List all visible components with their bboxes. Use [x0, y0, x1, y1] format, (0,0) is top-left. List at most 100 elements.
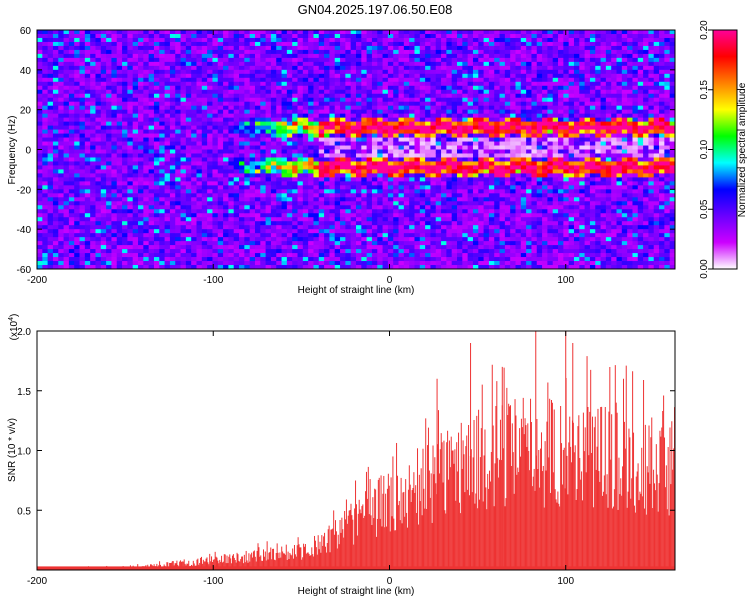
heatmap-cell	[127, 53, 134, 59]
heatmap-cell	[382, 229, 389, 234]
heatmap-cell	[334, 265, 341, 269]
heatmap-cell	[175, 217, 181, 222]
heatmap-cell	[79, 141, 86, 146]
heatmap-cell	[260, 77, 267, 83]
heatmap-cell	[334, 113, 341, 119]
heatmap-cell	[292, 157, 298, 162]
heatmap-cell	[233, 185, 240, 190]
heatmap-cell	[180, 53, 187, 59]
heatmap-cell	[462, 177, 469, 182]
heatmap-cell	[356, 109, 362, 115]
heatmap-cell	[345, 221, 352, 226]
heatmap-cell	[143, 157, 150, 162]
heatmap-cell	[207, 257, 213, 262]
heatmap-cell	[478, 33, 484, 39]
heatmap-cell	[451, 237, 458, 242]
heatmap-cell	[329, 133, 336, 138]
heatmap-cell	[249, 229, 256, 234]
heatmap-cell	[387, 249, 394, 254]
heatmap-cell	[345, 245, 352, 250]
heatmap-cell	[430, 133, 437, 138]
heatmap-cell	[334, 117, 341, 123]
heatmap-cell	[207, 129, 213, 134]
heatmap-cell	[382, 161, 389, 166]
heatmap-cell	[329, 65, 336, 71]
heatmap-cell	[201, 41, 208, 47]
heatmap-cell	[239, 245, 245, 250]
heatmap-cell	[425, 73, 431, 79]
heatmap-cell	[127, 229, 134, 234]
heatmap-cell	[223, 201, 229, 206]
heatmap-cell	[79, 257, 86, 262]
heatmap-cell	[143, 109, 150, 115]
heatmap-cell	[191, 165, 197, 170]
heatmap-cell	[318, 233, 325, 238]
heatmap-cell	[68, 69, 75, 75]
heatmap-cell	[292, 261, 298, 266]
heatmap-cell	[398, 217, 405, 222]
heatmap-cell	[419, 245, 426, 250]
heatmap-cell	[398, 30, 405, 35]
heatmap-cell	[207, 121, 213, 126]
heatmap-cell	[159, 225, 165, 230]
heatmap-cell	[47, 249, 54, 254]
heatmap-cell	[467, 253, 474, 258]
heatmap-cell	[371, 249, 378, 254]
heatmap-cell	[313, 181, 320, 186]
heatmap-cell	[329, 197, 336, 202]
heatmap-cell	[249, 121, 256, 126]
heatmap-cell	[37, 257, 43, 262]
heatmap-cell	[297, 133, 304, 138]
heatmap-cell	[164, 213, 171, 218]
heatmap-cell	[42, 229, 49, 234]
heatmap-cell	[233, 81, 240, 87]
heatmap-cell	[164, 117, 171, 123]
heatmap-cell	[334, 217, 341, 222]
heatmap-cell	[132, 53, 139, 59]
heatmap-cell	[175, 209, 181, 214]
heatmap-cell	[143, 145, 150, 150]
heatmap-cell	[472, 73, 479, 79]
heatmap-cell	[239, 221, 245, 226]
heatmap-cell	[244, 133, 251, 138]
heatmap-cell	[185, 77, 192, 83]
heatmap-cell	[371, 261, 378, 266]
heatmap-cell	[366, 237, 373, 242]
heatmap-cell	[403, 73, 410, 79]
heatmap-cell	[244, 161, 251, 166]
heatmap-cell	[377, 225, 383, 230]
heatmap-cell	[169, 89, 176, 95]
heatmap-cell	[185, 89, 192, 95]
heatmap-cell	[100, 61, 107, 67]
heatmap-cell	[153, 165, 160, 170]
heatmap-cell	[409, 153, 415, 158]
heatmap-cell	[276, 65, 282, 71]
heatmap-cell	[382, 41, 389, 47]
heatmap-cell	[462, 197, 469, 202]
heatmap-cell	[345, 177, 352, 182]
heatmap-cell	[462, 185, 469, 190]
heatmap-cell	[414, 93, 421, 99]
heatmap-cell	[297, 201, 304, 206]
heatmap-cell	[42, 61, 49, 67]
heatmap-cell	[276, 97, 282, 103]
heatmap-cell	[100, 213, 107, 218]
heatmap-cell	[95, 197, 102, 202]
heatmap-cell	[79, 41, 86, 47]
heatmap-cell	[111, 165, 118, 170]
heatmap-cell	[100, 93, 107, 99]
heatmap-cell	[441, 137, 447, 142]
heatmap-cell	[425, 209, 431, 214]
heatmap-cell	[441, 253, 447, 258]
heatmap-cell	[286, 117, 293, 123]
heatmap-cell	[446, 30, 453, 35]
heatmap-cell	[58, 161, 64, 166]
heatmap-cell	[196, 229, 203, 234]
heatmap-cell	[138, 61, 144, 67]
heatmap-cell	[387, 169, 394, 174]
heatmap-cell	[398, 85, 405, 91]
heatmap-cell	[286, 217, 293, 222]
heatmap-cell	[419, 193, 426, 198]
heatmap-cell	[350, 149, 357, 154]
heatmap-cell	[302, 73, 309, 79]
